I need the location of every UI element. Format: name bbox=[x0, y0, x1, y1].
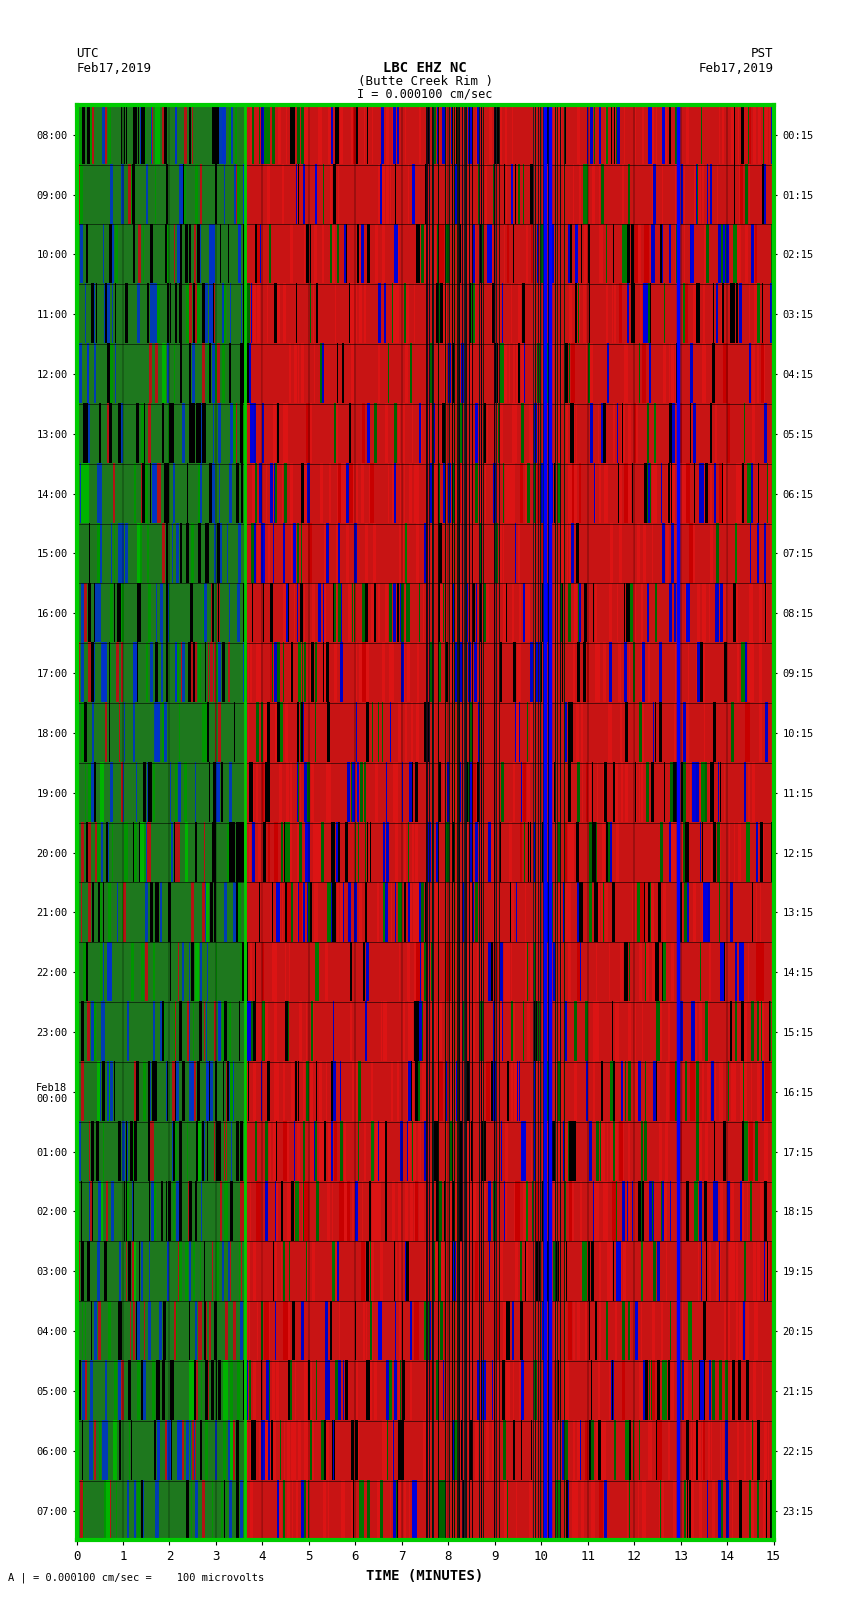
Text: PST
Feb17,2019: PST Feb17,2019 bbox=[699, 47, 774, 76]
Text: I = 0.000100 cm/sec: I = 0.000100 cm/sec bbox=[357, 87, 493, 100]
Text: LBC EHZ NC: LBC EHZ NC bbox=[383, 61, 467, 76]
X-axis label: TIME (MINUTES): TIME (MINUTES) bbox=[366, 1569, 484, 1582]
Text: (Butte Creek Rim ): (Butte Creek Rim ) bbox=[358, 74, 492, 87]
Text: UTC
Feb17,2019: UTC Feb17,2019 bbox=[76, 47, 151, 76]
Text: A | = 0.000100 cm/sec =    100 microvolts: A | = 0.000100 cm/sec = 100 microvolts bbox=[8, 1573, 264, 1582]
